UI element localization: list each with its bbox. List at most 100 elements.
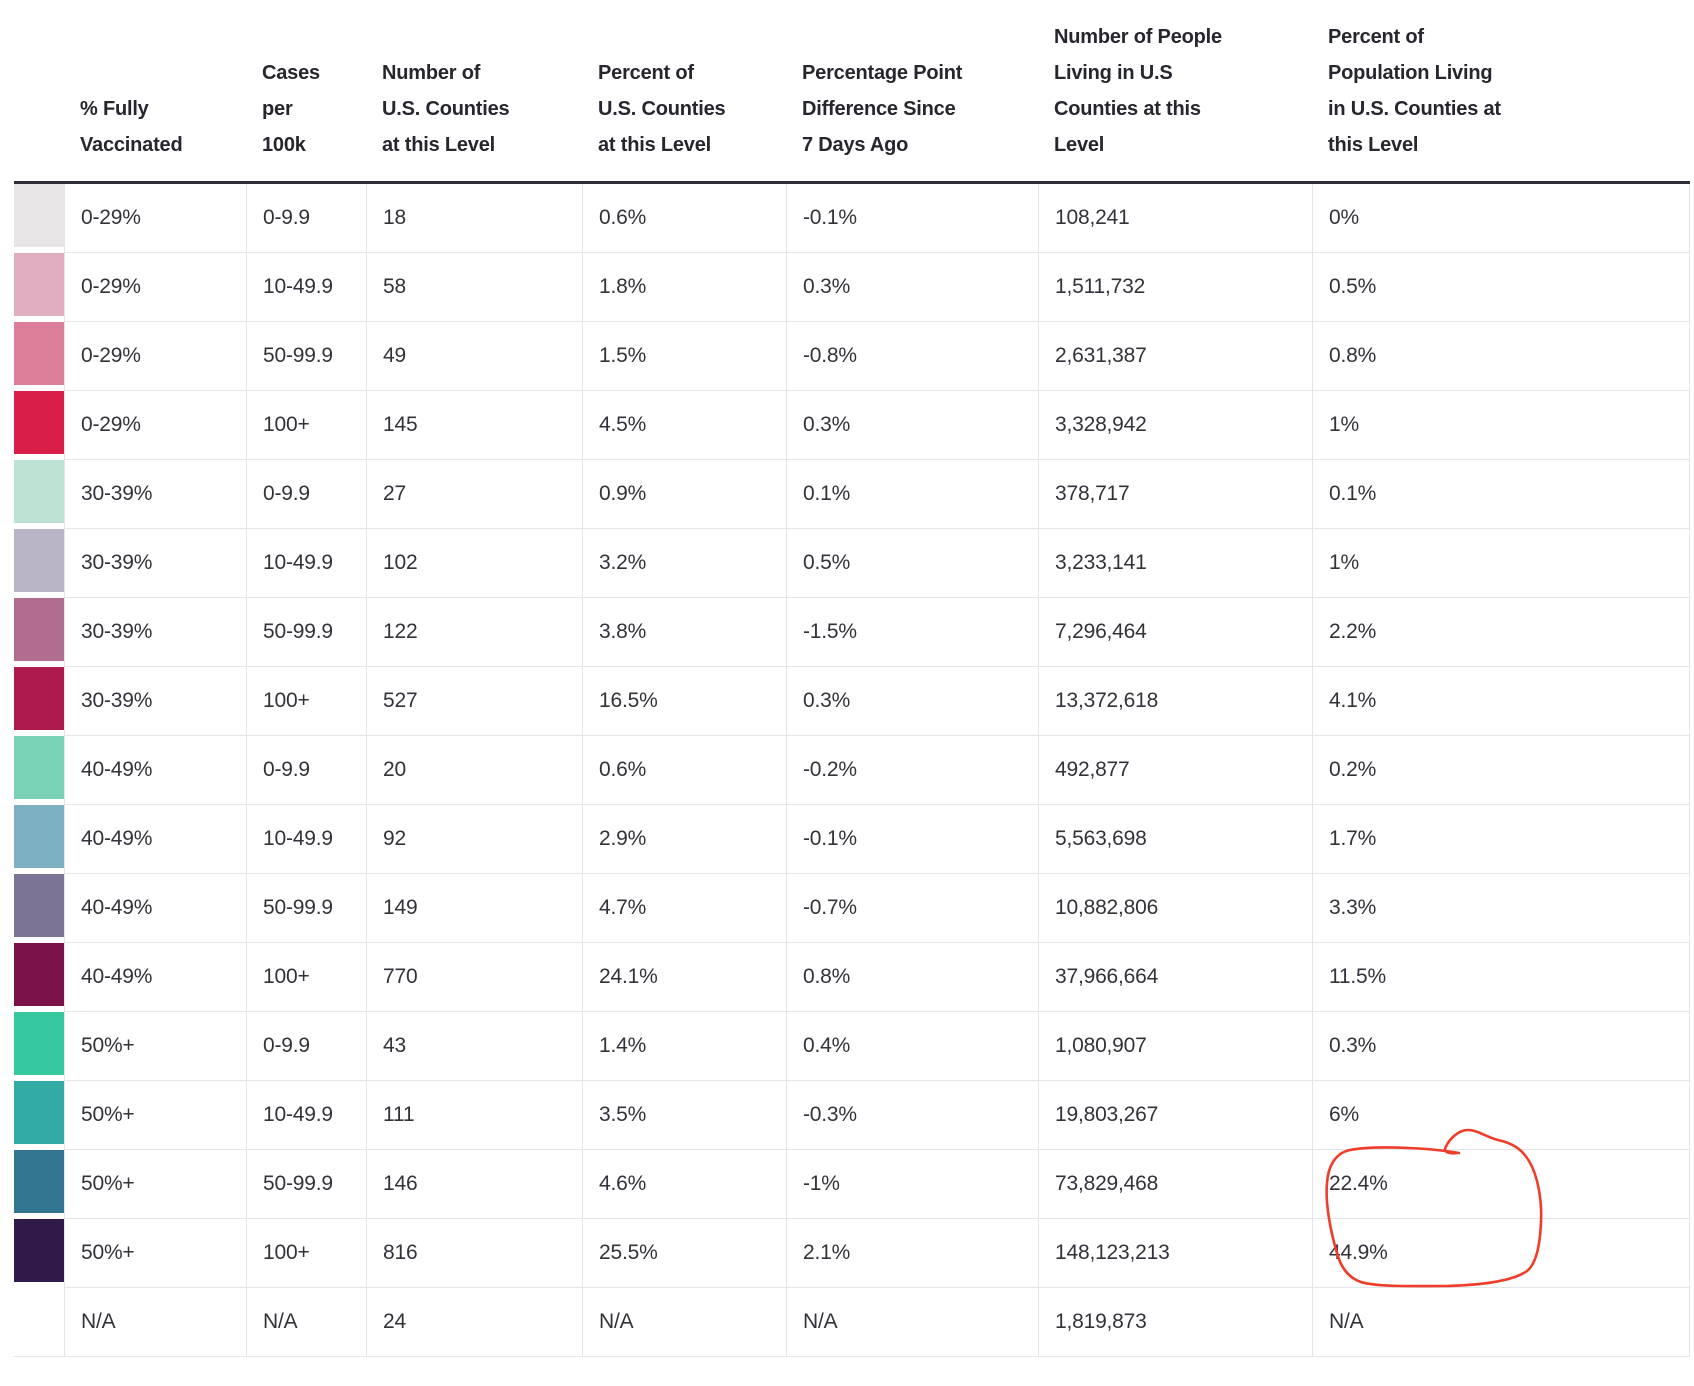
cell-value: 4.6% bbox=[599, 1172, 647, 1195]
pp-diff-cell: 0.3% bbox=[786, 253, 1038, 322]
cell-value: 11.5% bbox=[1329, 965, 1386, 988]
num-counties-cell: 24 bbox=[366, 1288, 582, 1357]
cell-value: 58 bbox=[383, 275, 406, 298]
pp-diff-cell: -0.3% bbox=[786, 1081, 1038, 1150]
vaccination-level-color-swatch bbox=[14, 391, 64, 454]
cell-value: 1,511,732 bbox=[1055, 275, 1146, 298]
cell-value: N/A bbox=[263, 1310, 298, 1333]
cell-value: 0-9.9 bbox=[263, 206, 310, 229]
swatch-cell bbox=[14, 598, 64, 667]
vaccinated-cell: 50%+ bbox=[64, 1150, 246, 1219]
cell-value: 30-39% bbox=[81, 620, 153, 643]
cell-value: 0.3% bbox=[803, 275, 851, 298]
cell-value: 50-99.9 bbox=[263, 344, 333, 367]
swatch-cell bbox=[14, 253, 64, 322]
cell-value: 50%+ bbox=[81, 1034, 135, 1057]
pct-counties-cell: 1.8% bbox=[582, 253, 786, 322]
vaccination-level-color-swatch bbox=[14, 1219, 64, 1282]
cell-value: 100+ bbox=[263, 965, 310, 988]
vaccination-level-color-swatch bbox=[14, 943, 64, 1006]
pct-population-cell: 0.2% bbox=[1312, 736, 1690, 805]
swatch-cell bbox=[14, 874, 64, 943]
vaccination-level-color-swatch bbox=[14, 1288, 64, 1351]
table-row: 50%+ 10-49.9 111 3.5% -0.3% 19,803,267 6% bbox=[14, 1081, 1690, 1150]
pct-population-cell: 22.4% bbox=[1312, 1150, 1690, 1219]
num-people-cell: 37,966,664 bbox=[1038, 943, 1312, 1012]
pct-counties-cell: 3.8% bbox=[582, 598, 786, 667]
cell-value: 3,328,942 bbox=[1055, 413, 1147, 436]
pp-diff-cell: N/A bbox=[786, 1288, 1038, 1357]
num-people-cell: 3,233,141 bbox=[1038, 529, 1312, 598]
pct-population-cell: 44.9% bbox=[1312, 1219, 1690, 1288]
pct-population-cell: 1% bbox=[1312, 391, 1690, 460]
cell-value: 0.3% bbox=[803, 413, 851, 436]
cell-value: 50%+ bbox=[81, 1172, 135, 1195]
column-header-pp-difference: Percentage Point Difference Since 7 Days… bbox=[786, 0, 1038, 184]
num-people-cell: 73,829,468 bbox=[1038, 1150, 1312, 1219]
cell-value: 0.8% bbox=[1329, 344, 1377, 367]
cell-value: 0.1% bbox=[1329, 482, 1377, 505]
num-counties-cell: 43 bbox=[366, 1012, 582, 1081]
table-row: 30-39% 50-99.9 122 3.8% -1.5% 7,296,464 2.2% bbox=[14, 598, 1690, 667]
num-counties-cell: 102 bbox=[366, 529, 582, 598]
cell-value: 22.4% bbox=[1329, 1172, 1388, 1195]
cell-value: 1,819,873 bbox=[1055, 1310, 1147, 1333]
vaccinated-cell: 30-39% bbox=[64, 529, 246, 598]
cases-cell: 10-49.9 bbox=[246, 805, 366, 874]
vaccination-table: % Fully Vaccinated Cases per 100k Number… bbox=[14, 0, 1690, 1357]
cell-value: 0-9.9 bbox=[263, 1034, 310, 1057]
vaccinated-cell: N/A bbox=[64, 1288, 246, 1357]
cases-cell: 100+ bbox=[246, 1219, 366, 1288]
pp-diff-cell: 0.4% bbox=[786, 1012, 1038, 1081]
swatch-cell bbox=[14, 322, 64, 391]
vaccinated-cell: 40-49% bbox=[64, 736, 246, 805]
table-row: 0-29% 100+ 145 4.5% 0.3% 3,328,942 1% bbox=[14, 391, 1690, 460]
cell-value: 770 bbox=[383, 965, 418, 988]
column-header-label: Percent of U.S. Counties at this Level bbox=[598, 62, 726, 156]
cell-value: 102 bbox=[383, 551, 418, 574]
pp-diff-cell: 0.3% bbox=[786, 667, 1038, 736]
pp-diff-cell: -0.1% bbox=[786, 805, 1038, 874]
cell-value: -1% bbox=[803, 1172, 840, 1195]
swatch-cell bbox=[14, 1150, 64, 1219]
pct-counties-cell: 0.9% bbox=[582, 460, 786, 529]
cell-value: 0.9% bbox=[599, 482, 647, 505]
cell-value: -0.7% bbox=[803, 896, 857, 919]
column-header-number-of-counties: Number of U.S. Counties at this Level bbox=[366, 0, 582, 184]
vaccination-level-color-swatch bbox=[14, 598, 64, 661]
pct-counties-cell: N/A bbox=[582, 1288, 786, 1357]
column-header-label: Number of U.S. Counties at this Level bbox=[382, 62, 510, 156]
num-people-cell: 7,296,464 bbox=[1038, 598, 1312, 667]
table-row: 40-49% 50-99.9 149 4.7% -0.7% 10,882,806 3.3% bbox=[14, 874, 1690, 943]
num-counties-cell: 146 bbox=[366, 1150, 582, 1219]
swatch-cell bbox=[14, 1219, 64, 1288]
vaccinated-cell: 30-39% bbox=[64, 460, 246, 529]
swatch-cell bbox=[14, 391, 64, 460]
cell-value: -0.8% bbox=[803, 344, 857, 367]
pp-diff-cell: -0.7% bbox=[786, 874, 1038, 943]
num-people-cell: 1,080,907 bbox=[1038, 1012, 1312, 1081]
table-row: 40-49% 0-9.9 20 0.6% -0.2% 492,877 0.2% bbox=[14, 736, 1690, 805]
cases-cell: 10-49.9 bbox=[246, 529, 366, 598]
cell-value: 0.2% bbox=[1329, 758, 1377, 781]
cell-value: 0.3% bbox=[803, 689, 851, 712]
cell-value: N/A bbox=[81, 1310, 116, 1333]
vaccinated-cell: 0-29% bbox=[64, 253, 246, 322]
num-counties-cell: 49 bbox=[366, 322, 582, 391]
table-row: 30-39% 10-49.9 102 3.2% 0.5% 3,233,141 1% bbox=[14, 529, 1690, 598]
cases-cell: 0-9.9 bbox=[246, 736, 366, 805]
vaccination-level-color-swatch bbox=[14, 184, 64, 247]
cell-value: 92 bbox=[383, 827, 406, 850]
num-people-cell: 108,241 bbox=[1038, 184, 1312, 253]
vaccination-level-color-swatch bbox=[14, 322, 64, 385]
pp-diff-cell: -0.8% bbox=[786, 322, 1038, 391]
cases-cell: 50-99.9 bbox=[246, 1150, 366, 1219]
cell-value: 816 bbox=[383, 1241, 418, 1264]
vaccinated-cell: 0-29% bbox=[64, 322, 246, 391]
table-row: 0-29% 50-99.9 49 1.5% -0.8% 2,631,387 0.8% bbox=[14, 322, 1690, 391]
num-people-cell: 3,328,942 bbox=[1038, 391, 1312, 460]
cell-value: 16.5% bbox=[599, 689, 658, 712]
pct-population-cell: 11.5% bbox=[1312, 943, 1690, 1012]
cell-value: -0.1% bbox=[803, 206, 857, 229]
pct-population-cell: 3.3% bbox=[1312, 874, 1690, 943]
